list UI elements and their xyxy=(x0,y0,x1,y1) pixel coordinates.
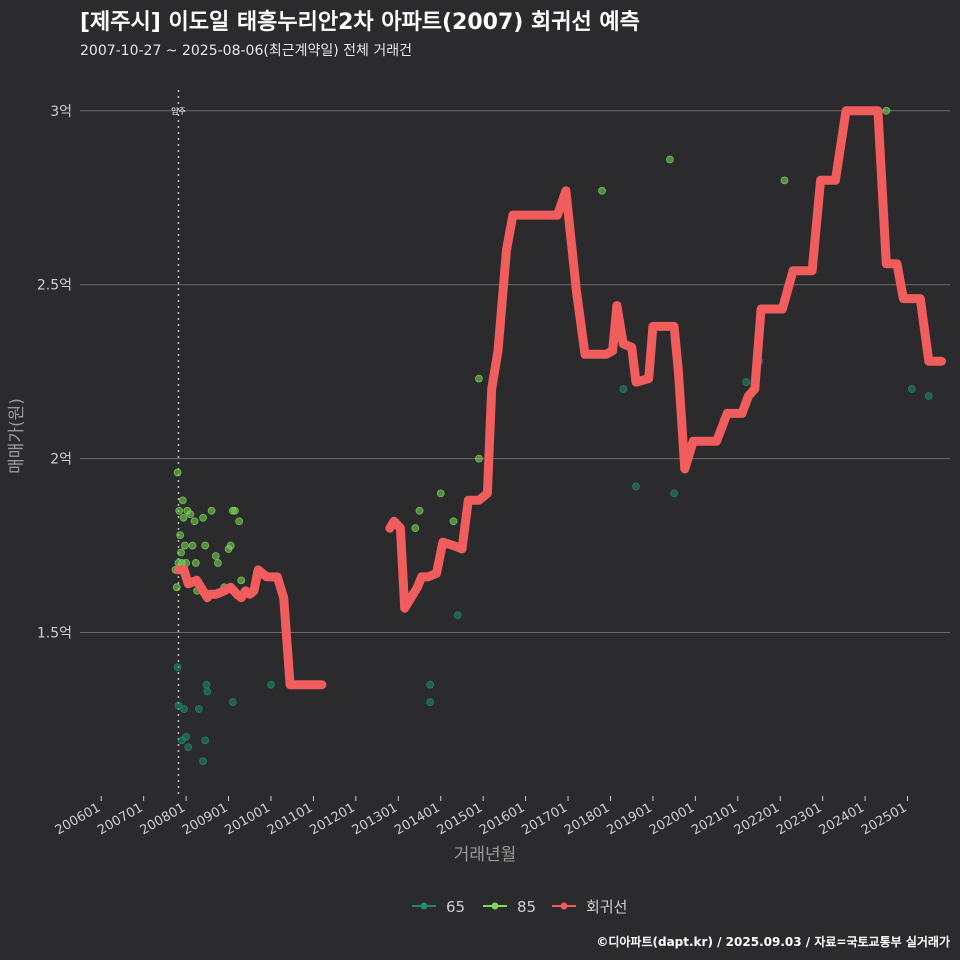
x-tick-label: 201201 xyxy=(307,800,357,838)
point-65 xyxy=(174,701,183,710)
point-85 xyxy=(666,155,674,164)
x-tick-label: 202101 xyxy=(689,800,739,838)
x-tick-label: 201501 xyxy=(435,800,485,838)
grid xyxy=(80,110,950,634)
point-65 xyxy=(742,378,751,386)
point-65 xyxy=(453,611,462,620)
point-85 xyxy=(237,576,246,585)
x-axis-title: 거래년월 xyxy=(454,845,517,865)
point-65 xyxy=(199,757,207,766)
point-65 xyxy=(173,663,182,672)
chart-subtitle: 2007-10-27 ~ 2025-08-06(최근계약일) 전체 거래건 xyxy=(80,43,412,59)
x-tick-label: 200701 xyxy=(95,800,145,838)
point-65 xyxy=(632,482,640,491)
x-tick-label: 201801 xyxy=(562,800,612,838)
point-85 xyxy=(598,186,606,195)
x-tick-label: 201901 xyxy=(604,800,654,838)
point-85 xyxy=(214,559,222,567)
x-tick-label: 201001 xyxy=(222,800,272,838)
point-85 xyxy=(180,541,189,550)
x-tick-label: 202301 xyxy=(774,800,824,838)
legend-label: 회귀선 xyxy=(586,898,627,916)
point-65 xyxy=(201,736,210,745)
point-85 xyxy=(780,176,789,185)
point-85 xyxy=(188,541,197,550)
regression-line-segment xyxy=(385,106,946,613)
point-85 xyxy=(235,517,244,526)
point-65 xyxy=(194,705,203,713)
point-85 xyxy=(179,513,188,522)
regression-line-segment xyxy=(174,565,327,690)
point-85 xyxy=(178,496,187,505)
point-85 xyxy=(199,513,207,522)
point-85 xyxy=(207,506,216,515)
point-65 xyxy=(182,732,190,741)
point-65 xyxy=(267,680,275,689)
x-tick-label: 201601 xyxy=(477,800,527,838)
legend-key-dot xyxy=(491,902,499,910)
x-tick-label: 202501 xyxy=(859,800,909,838)
x-tick-label: 201701 xyxy=(520,800,570,838)
point-85 xyxy=(191,559,200,567)
point-85 xyxy=(175,506,184,515)
x-tick-label: 202001 xyxy=(647,800,697,838)
y-axis-title: 매매가(원) xyxy=(7,398,27,474)
legend-key-dot xyxy=(560,902,568,910)
x-tick-label: 200801 xyxy=(138,800,188,838)
x-tick-label: 202201 xyxy=(732,800,782,838)
point-85 xyxy=(475,454,483,463)
x-tick-label: 201101 xyxy=(265,800,315,838)
x-tick-label: 202401 xyxy=(817,800,867,838)
move-in-line: 입주 xyxy=(171,90,186,796)
point-85 xyxy=(226,541,235,550)
point-65 xyxy=(228,698,237,706)
point-65 xyxy=(670,489,679,498)
x-tick-label: 201401 xyxy=(392,800,442,838)
point-85 xyxy=(436,489,445,498)
legend-label: 65 xyxy=(446,898,465,916)
point-65 xyxy=(619,385,628,393)
point-85 xyxy=(475,374,483,383)
point-85 xyxy=(201,541,210,550)
point-85 xyxy=(411,524,420,533)
y-tick-label: 2.5억 xyxy=(37,278,72,294)
point-85 xyxy=(177,548,185,557)
regression-line xyxy=(174,106,946,690)
x-tick-label: 200901 xyxy=(180,800,230,838)
point-85 xyxy=(172,583,181,592)
legend-key-dot xyxy=(420,902,428,910)
point-85 xyxy=(449,517,458,526)
y-tick-label: 3억 xyxy=(50,104,72,120)
footer-credit: ©디아파트(dapt.kr) / 2025.09.03 / 자료=국토교통부 실… xyxy=(596,935,950,949)
point-85 xyxy=(211,552,220,560)
x-tick-label: 201301 xyxy=(350,800,400,838)
point-65 xyxy=(203,687,212,696)
point-65 xyxy=(426,680,435,689)
point-65 xyxy=(202,680,211,689)
point-85 xyxy=(176,531,185,540)
move-in-label: 입주 xyxy=(171,107,186,116)
y-tick-label: 2억 xyxy=(50,452,72,468)
chart-title: [제주시] 이도일 태흥누리안2차 아파트(2007) 회귀선 예측 xyxy=(80,10,640,35)
point-65 xyxy=(184,743,193,752)
point-85 xyxy=(415,506,424,515)
legend: 65 85 회귀선 xyxy=(412,898,627,916)
point-85 xyxy=(186,510,195,519)
point-65 xyxy=(924,392,933,400)
point-65 xyxy=(907,385,916,393)
point-65 xyxy=(180,705,188,713)
point-85 xyxy=(882,106,891,115)
point-85 xyxy=(173,468,182,477)
legend-label: 85 xyxy=(517,898,536,916)
x-tick-label: 200601 xyxy=(53,800,103,838)
point-85 xyxy=(190,517,199,526)
y-tick-label: 1.5억 xyxy=(37,626,72,642)
point-85 xyxy=(231,506,239,515)
point-65 xyxy=(426,698,435,706)
axes: 1.5억 2억 2.5억 3억 2006012007012008012009012010… xyxy=(7,104,910,865)
